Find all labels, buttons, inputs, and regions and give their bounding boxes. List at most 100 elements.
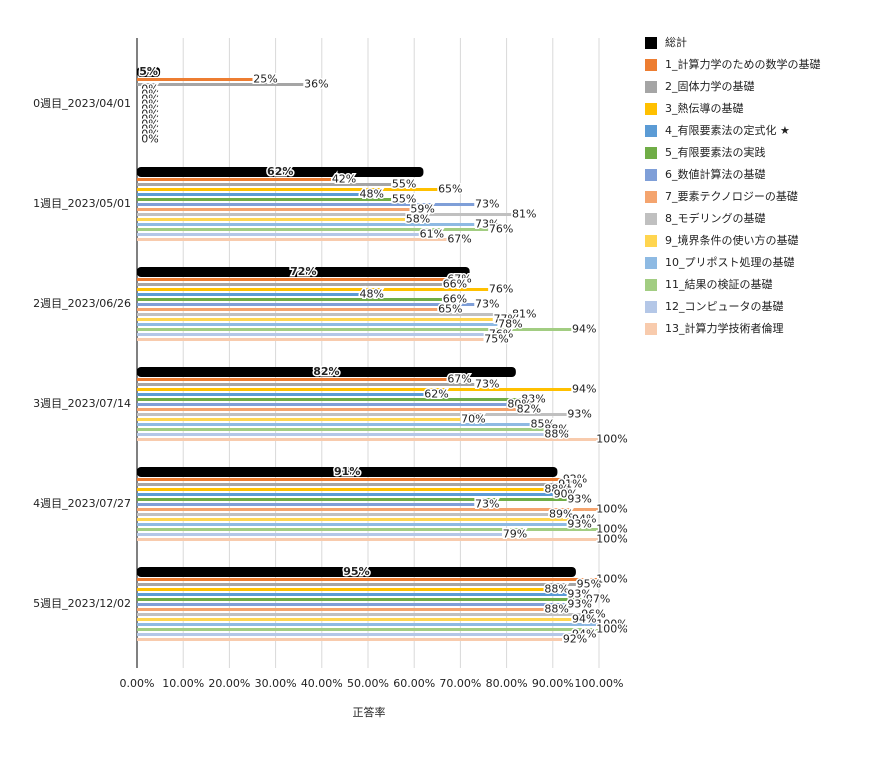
bar: [137, 528, 599, 531]
bar: [137, 393, 424, 396]
bar: [137, 433, 544, 436]
value-label: 5%: [139, 65, 158, 78]
bar: [137, 623, 599, 626]
bar: [137, 618, 572, 621]
x-tick-label: 30.00%: [255, 677, 297, 690]
value-label: 88%: [544, 428, 568, 441]
x-axis-title: 正答率: [353, 705, 386, 719]
bar: [137, 303, 475, 306]
value-label: 96%: [581, 608, 605, 621]
bar: [137, 203, 475, 206]
value-label: 0%: [141, 128, 158, 141]
value-label: 83%: [521, 393, 545, 406]
bar: [137, 413, 567, 416]
value-label: 67%: [447, 233, 471, 246]
value-label: 88%: [544, 483, 568, 496]
value-label: 93%: [567, 493, 591, 506]
legend-swatch: [645, 279, 657, 291]
bar: [137, 333, 489, 336]
bar: [137, 578, 599, 581]
bar: [137, 523, 567, 526]
bar: [137, 188, 438, 191]
value-label: 88%: [544, 423, 568, 436]
legend-swatch: [645, 147, 657, 159]
legend-swatch: [645, 213, 657, 225]
value-label: 67%: [447, 373, 471, 386]
bar: [137, 518, 572, 521]
bar: [137, 467, 558, 477]
value-label: 0%: [141, 103, 158, 116]
y-tick-label: 4週目_2023/07/27: [33, 497, 131, 510]
x-tick-label: 0.00%: [120, 677, 155, 690]
value-label: 95%: [343, 565, 369, 578]
legend-label: 9_境界条件の使い方の基礎: [665, 233, 799, 247]
y-tick-label: 3週目_2023/07/14: [33, 397, 131, 410]
bar: [137, 633, 572, 636]
bar: [137, 338, 484, 341]
value-label: 100%: [596, 503, 627, 516]
value-label: 75%: [484, 333, 508, 346]
legend-label: 13_計算力学技術者倫理: [665, 321, 784, 335]
value-label: 73%: [475, 218, 499, 231]
bar: [137, 283, 442, 286]
bar: [137, 313, 512, 316]
bar: [137, 503, 475, 506]
value-label: 42%: [332, 173, 356, 186]
bar: [137, 488, 544, 491]
value-label: 0%: [141, 83, 158, 96]
value-label: 79%: [503, 528, 527, 541]
value-label: 78%: [498, 318, 522, 331]
value-label: 72%: [290, 265, 316, 278]
legend-swatch: [645, 59, 657, 71]
legend-swatch: [645, 103, 657, 115]
value-label: 0%: [141, 108, 158, 121]
legend-swatch: [645, 323, 657, 335]
value-label: 85%: [530, 418, 554, 431]
x-tick-label: 10.00%: [162, 677, 204, 690]
bar: [137, 228, 489, 231]
legend-label: 総計: [665, 35, 687, 49]
bar: [137, 238, 447, 241]
value-label: 82%: [313, 365, 339, 378]
y-tick-label: 1週目_2023/05/01: [33, 197, 131, 210]
bar: [137, 183, 392, 186]
value-label: 77%: [494, 313, 518, 326]
legend-label: 3_熱伝導の基礎: [665, 101, 744, 115]
value-label: 81%: [512, 208, 536, 221]
bar: [137, 328, 572, 331]
value-label: 48%: [360, 288, 384, 301]
value-label: 95%: [577, 578, 601, 591]
value-label: 55%: [392, 193, 416, 206]
value-label: 94%: [572, 323, 596, 336]
legend-label: 8_モデリングの基礎: [665, 211, 766, 225]
value-label: 0%: [141, 133, 158, 146]
value-label: 88%: [544, 603, 568, 616]
value-label: 94%: [572, 513, 596, 526]
bar: [137, 428, 544, 431]
value-label: 100%: [596, 573, 627, 586]
bar: [137, 438, 599, 441]
bar: [137, 293, 359, 296]
bar: [137, 403, 507, 406]
bar: [137, 218, 405, 221]
bar: [137, 167, 424, 177]
bar: [137, 638, 563, 641]
bar: [137, 83, 304, 86]
value-label: 91%: [558, 478, 582, 491]
bar: [137, 423, 530, 426]
value-label: 88%: [544, 583, 568, 596]
bar: [137, 613, 581, 616]
legend-swatch: [645, 257, 657, 269]
bar: [137, 278, 447, 281]
value-label: 76%: [489, 223, 513, 236]
legend-swatch: [645, 81, 657, 93]
value-label: 81%: [512, 308, 536, 321]
value-label: 93%: [567, 518, 591, 531]
value-label: 100%: [596, 618, 627, 631]
bar: [137, 67, 161, 77]
bar: [137, 538, 599, 541]
value-label: 93%: [567, 588, 591, 601]
x-tick-label: 90.00%: [532, 677, 574, 690]
x-tick-label: 40.00%: [301, 677, 343, 690]
